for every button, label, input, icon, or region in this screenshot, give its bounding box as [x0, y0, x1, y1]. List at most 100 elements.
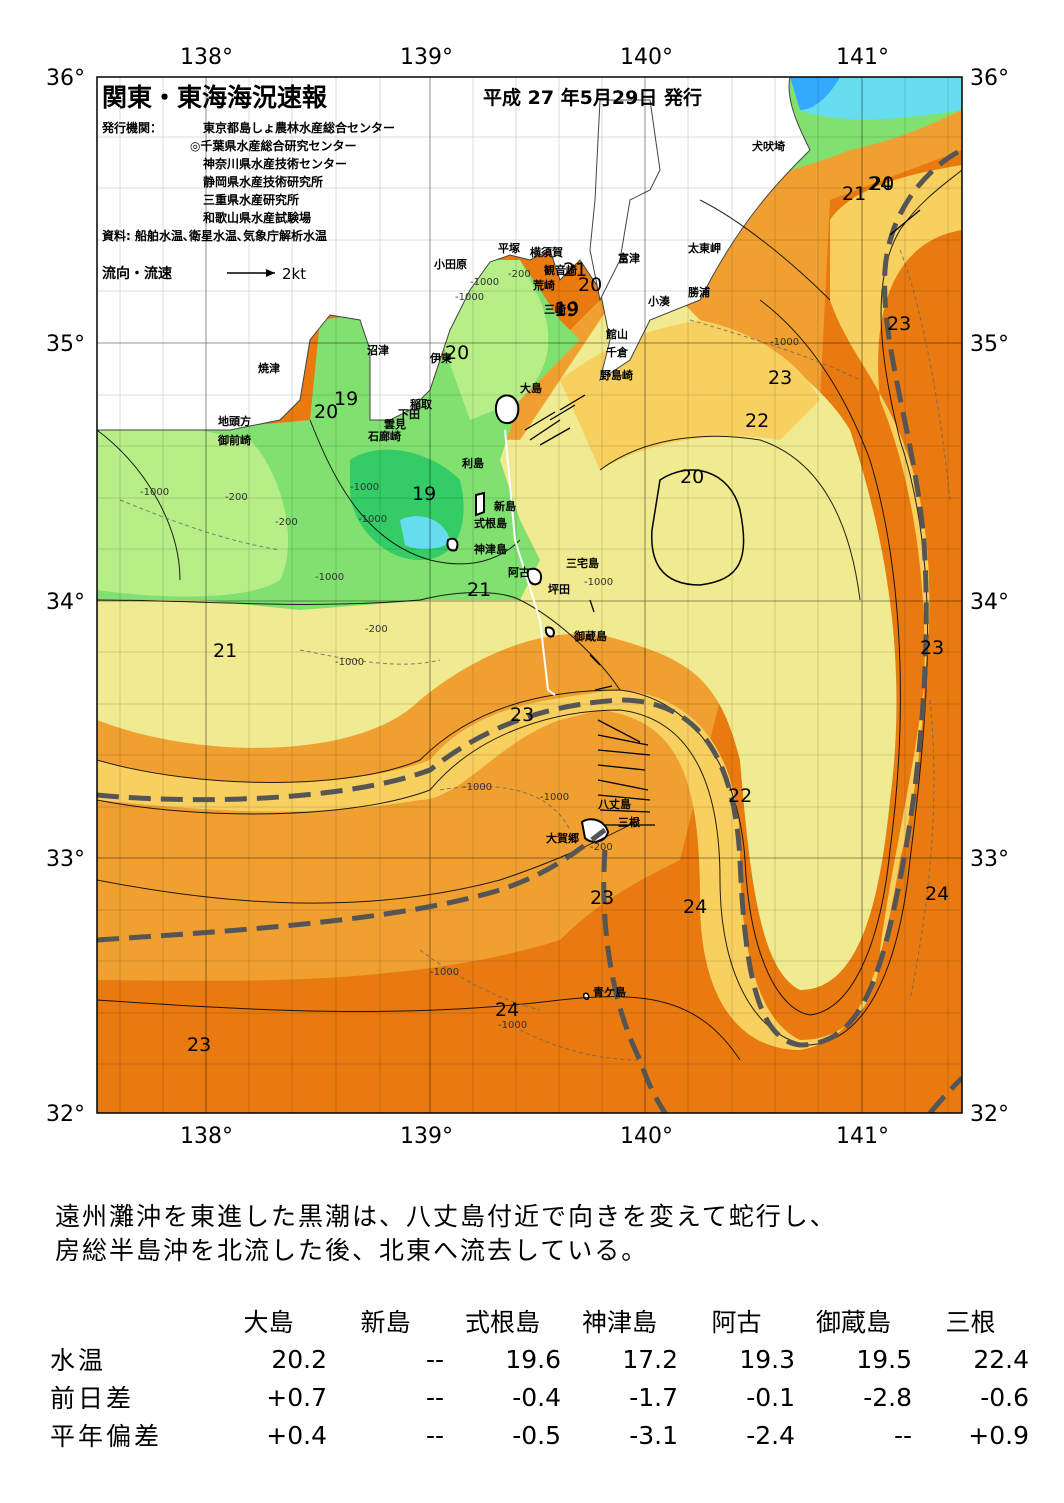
- isotherm-label: 19: [554, 299, 578, 321]
- place-name: 焼津: [258, 361, 280, 375]
- place-name: 坪田: [548, 583, 570, 596]
- place-name: 観音崎: [544, 263, 577, 277]
- table-cell: --: [425, 1420, 444, 1450]
- summary-line: 遠州灘沖を東進した黒潮は、八丈島付近で向きを変えて蛇行し、: [55, 1202, 837, 1231]
- place-name: 太東岬: [687, 241, 721, 255]
- depth-label: -1000: [140, 487, 169, 498]
- summary-line: 房総半島沖を北流した後、北東へ流去している。: [55, 1236, 649, 1265]
- table-cell: +0.7: [266, 1382, 327, 1412]
- table-cell: --: [425, 1382, 444, 1412]
- place-name: 八丈島: [597, 797, 631, 811]
- table-column-header: 阿古: [711, 1308, 762, 1337]
- place-name: 新島: [494, 499, 516, 513]
- place-name: 平塚: [498, 241, 520, 255]
- depth-label: -1000: [498, 1020, 527, 1031]
- place-name: 地頭方: [218, 414, 251, 428]
- depth-label: -200: [275, 517, 298, 528]
- depth-label: -1000: [584, 577, 613, 588]
- isotherm-label: 20: [314, 401, 338, 423]
- isotherm-label: 19: [555, 298, 579, 320]
- island-oshima: [494, 394, 520, 424]
- lat-label: 36°: [46, 66, 85, 91]
- depth-label: -1000: [463, 782, 492, 793]
- table-cell: 19.6: [505, 1344, 561, 1374]
- depth-label: -200: [508, 269, 531, 280]
- sea-20-pocket: [651, 469, 745, 586]
- island-aogashima: [583, 992, 590, 1000]
- depth-label: -1000: [470, 277, 499, 288]
- map-frame: [96, 76, 963, 1114]
- place-name: 伊東: [429, 351, 453, 365]
- lat-axis-right: 36° 35° 34° 33° 32°: [970, 66, 1009, 1127]
- table-cell: 22.4: [973, 1344, 1029, 1374]
- lon-label: 141°: [836, 1124, 889, 1149]
- current-legend-label: 流向・流速: [102, 265, 172, 282]
- isotherm-label: 22: [745, 410, 769, 432]
- place-name: 勝浦: [688, 285, 710, 299]
- lon-label: 140°: [620, 1124, 673, 1149]
- publisher-label: 発行機関：: [101, 120, 162, 135]
- place-name: 小湊: [647, 294, 670, 308]
- lon-label: 140°: [620, 45, 673, 70]
- isotherm-label: 24: [925, 883, 949, 905]
- table-cell: 20.2: [271, 1344, 327, 1374]
- place-name: 御蔵島: [573, 629, 607, 643]
- table-cell: -1.7: [629, 1382, 678, 1412]
- table-column-header: 御蔵島: [815, 1308, 891, 1337]
- sea-ne-blue: [790, 77, 840, 110]
- survey-track: [504, 429, 556, 696]
- depth-label: -1000: [455, 292, 484, 303]
- isotherm-label: 20: [445, 342, 469, 364]
- isotherm-label: 20: [680, 466, 704, 488]
- depth-label: -1000: [315, 572, 344, 583]
- table-cell: --: [893, 1420, 912, 1450]
- depth-label: -200: [590, 842, 613, 853]
- lat-label: 33°: [46, 847, 85, 872]
- lon-label: 141°: [836, 45, 889, 70]
- place-name: 三根: [618, 815, 641, 829]
- island-niijima: [475, 491, 485, 517]
- depth-labels: -200 -1000 -1000 -200 -1000 -200 -1000 -1000 -10…: [140, 269, 799, 1031]
- sea-20-zone: [97, 430, 289, 597]
- depth-label: -200: [365, 624, 388, 635]
- table-cell: -2.4: [746, 1420, 795, 1450]
- lat-label: 32°: [970, 1102, 1009, 1127]
- publisher-item: 和歌山県水産試験場: [202, 210, 311, 225]
- lat-label: 35°: [46, 332, 85, 357]
- table-row: 水温 20.2 -- 19.6 17.2 19.3 19.5 22.4: [50, 1340, 1029, 1378]
- place-name: 富津: [618, 251, 640, 265]
- place-name: 御前崎: [217, 433, 251, 447]
- place-name: 千倉: [606, 345, 629, 359]
- place-name: 稲取: [410, 397, 432, 411]
- table-cell: -0.5: [512, 1420, 561, 1450]
- table-header-row: 大島 新島 式根島 神津島 阿古 御蔵島 三根: [50, 1302, 1029, 1340]
- publisher-item: 神奈川県水産技術センター: [203, 156, 347, 171]
- place-name: 下田: [398, 408, 420, 421]
- island-kozushima: [446, 537, 459, 552]
- place-name: 横須賀: [530, 245, 563, 259]
- place-name: 大島: [520, 381, 542, 395]
- lon-label: 139°: [400, 45, 453, 70]
- table-cell: -2.8: [863, 1382, 912, 1412]
- current-vectors: [524, 209, 921, 826]
- place-name: 野島崎: [600, 368, 633, 382]
- current-legend-arrowhead: [266, 269, 275, 277]
- row-label: 水温: [50, 1346, 107, 1375]
- publisher-item: 静岡県水産技術研究所: [203, 174, 323, 189]
- publisher-list: 東京都島しょ農林水産総合センター ◎千葉県水産総合研究センター 神奈川県水産技術…: [190, 120, 395, 225]
- depth-label: -1000: [358, 514, 387, 525]
- island-mikura: [544, 626, 555, 638]
- table-row: 平年偏差 +0.4 -- -0.5 -3.1 -2.4 -- +0.9: [50, 1416, 1029, 1454]
- place-name: 大賀郷: [546, 831, 579, 845]
- place-name: 館山: [605, 327, 628, 341]
- table-column-header: 大島: [243, 1308, 294, 1337]
- isotherm-label: 24: [868, 173, 892, 195]
- isotherm-label: 20: [578, 274, 602, 296]
- row-label: 前日差: [50, 1384, 135, 1413]
- place-name: 神津島: [474, 542, 507, 556]
- isotherm-label: 21: [213, 640, 237, 662]
- isotherm-label: 23: [887, 313, 911, 335]
- isotherm-label: 22: [728, 785, 752, 807]
- isotherm-label: 19: [412, 483, 436, 505]
